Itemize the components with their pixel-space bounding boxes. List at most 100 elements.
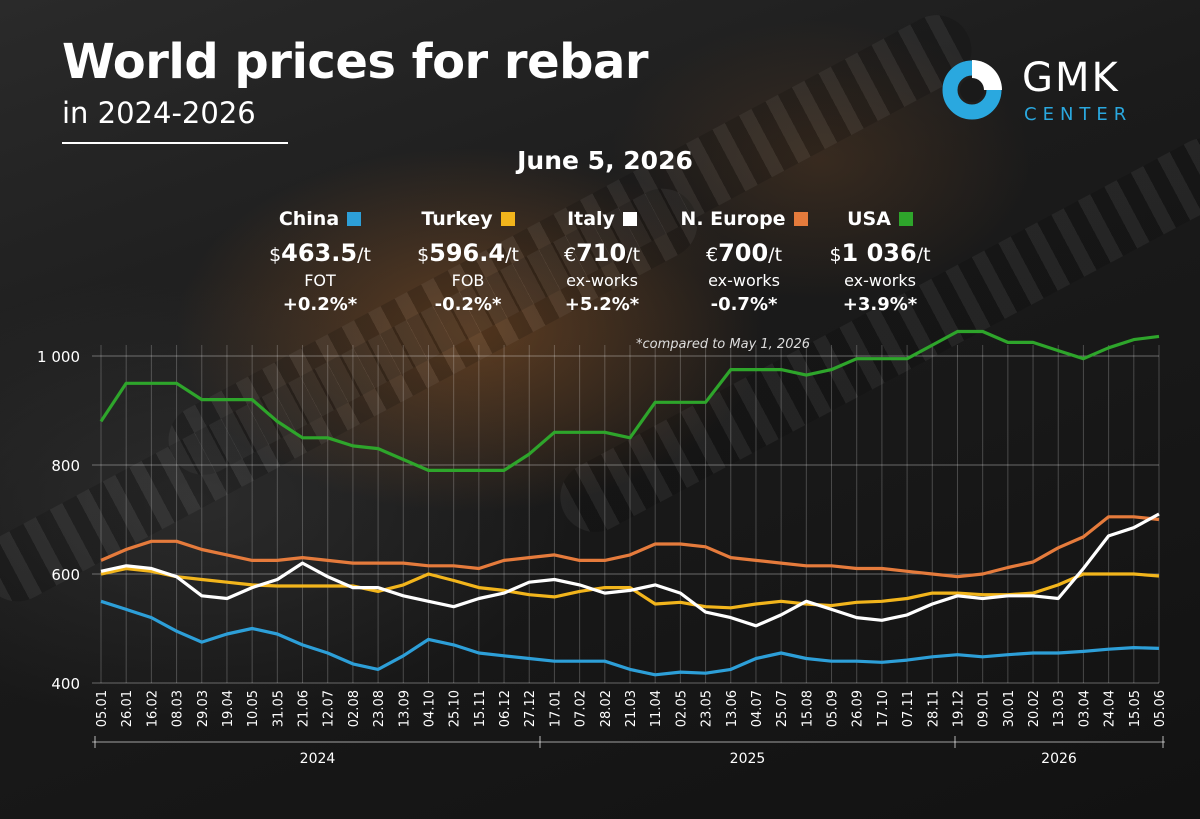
legend-swatch-usa	[898, 212, 913, 226]
report-date: June 5, 2026	[517, 146, 693, 175]
x-tick-label: 30.01	[1002, 690, 1017, 727]
x-tick-label: 15.08	[800, 690, 815, 727]
x-tick-label: 13.06	[725, 690, 740, 727]
x-tick-label: 05.06	[1153, 690, 1168, 727]
y-tick-label: 800	[51, 457, 80, 475]
chart-axes: 400 600 800 1 000 05.01 26.01 16.02 08.03 29.03 1…	[37, 348, 1168, 767]
x-tick-label: 29.03	[196, 690, 211, 727]
series-line-turkey	[100, 566, 1160, 610]
chart-lines	[99, 329, 1160, 677]
stat-italy: Italy €710/t ex-works +5.2%*	[522, 206, 682, 320]
stat-basis: FOT	[304, 271, 336, 290]
x-tick-label: 17.10	[876, 690, 891, 727]
x-tick-label: 21.06	[297, 690, 312, 727]
stat-price: 700	[718, 239, 769, 267]
stat-turkey: Turkey $596.4/t FOB -0.2%*	[388, 206, 548, 320]
stat-unit: /t	[768, 244, 783, 266]
x-tick-label: 20.02	[1027, 690, 1042, 727]
stat-basis: ex-works	[844, 271, 916, 290]
x-tick-label: 25.10	[448, 690, 463, 727]
x-tick-label: 23.08	[372, 690, 387, 727]
stat-market: Turkey	[421, 208, 493, 230]
stat-currency: $	[269, 244, 282, 266]
series-line-china	[100, 599, 1160, 677]
stat-currency: $	[829, 244, 842, 266]
stat-currency: €	[705, 244, 719, 266]
x-tick-label: 26.01	[120, 690, 135, 727]
x-tick-label: 05.09	[826, 690, 841, 727]
footnote: *compared to May 1, 2026	[636, 337, 811, 352]
x-tick-label: 09.01	[977, 690, 992, 727]
page-title: World prices for rebar	[62, 34, 649, 90]
x-tick-label: 19.04	[221, 690, 236, 727]
x-tick-label: 28.02	[599, 690, 614, 727]
series-line-usa	[99, 329, 1160, 472]
stat-unit: /t	[916, 244, 931, 266]
stat-price: 1 036	[841, 239, 917, 267]
stat-n-europe: N. Europe €700/t ex-works -0.7%*	[664, 206, 824, 320]
series-line-n-europe	[100, 515, 1160, 579]
legend-swatch-italy	[622, 212, 637, 226]
stat-change: -0.2%*	[434, 294, 502, 315]
legend-swatch-n-europe	[793, 212, 808, 226]
stat-change: +3.9%*	[842, 294, 918, 315]
x-tick-label: 07.02	[574, 690, 589, 727]
year-label: 2025	[730, 751, 766, 767]
gmk-logo-icon	[942, 60, 1002, 120]
x-tick-label: 19.12	[951, 690, 966, 727]
stat-basis: ex-works	[708, 271, 780, 290]
x-tick-label: 27.12	[523, 690, 538, 727]
x-tick-label: 06.12	[498, 690, 513, 727]
stat-usa: USA $1 036/t ex-works +3.9%*	[800, 206, 960, 320]
x-tick-label: 28.11	[926, 690, 941, 727]
x-tick-label: 16.02	[145, 690, 160, 727]
x-tick-label: 26.09	[851, 690, 866, 727]
logo-name: GMK	[1022, 55, 1120, 101]
stat-price: 710	[576, 239, 627, 267]
x-tick-label: 05.01	[95, 690, 110, 727]
stat-change: -0.7%*	[710, 294, 778, 315]
y-tick-label: 400	[51, 675, 80, 693]
logo-sub: CENTER	[1024, 104, 1133, 125]
year-label: 2024	[300, 751, 336, 767]
y-tick-label: 1 000	[37, 348, 80, 366]
stat-unit: /t	[357, 244, 371, 266]
y-tick-label: 600	[51, 566, 80, 584]
legend-swatch-china	[347, 212, 362, 226]
x-tick-label: 24.04	[1103, 690, 1118, 727]
x-tick-label: 08.03	[171, 690, 186, 727]
x-tick-label: 15.05	[1128, 690, 1143, 727]
x-tick-label: 23.05	[700, 690, 715, 727]
x-tick-label: 07.11	[901, 690, 916, 727]
stat-currency: $	[417, 244, 430, 266]
stat-market: Italy	[567, 208, 615, 230]
x-tick-label: 03.04	[1077, 690, 1092, 727]
x-tick-label: 04.10	[422, 690, 437, 727]
x-tick-label: 04.07	[750, 690, 765, 727]
stat-basis: FOB	[451, 271, 485, 290]
x-tick-label: 11.04	[649, 690, 664, 727]
stat-market: USA	[847, 208, 891, 230]
title-underline	[62, 142, 288, 144]
stat-price: 463.5	[281, 239, 358, 267]
stat-market: China	[278, 208, 340, 230]
stat-price: 596.4	[429, 239, 506, 267]
x-tick-label: 02.08	[347, 690, 362, 727]
year-label: 2026	[1041, 751, 1077, 767]
x-tick-label: 12.07	[322, 690, 337, 727]
x-tick-label: 13.09	[397, 690, 412, 727]
x-tick-label: 31.05	[271, 690, 286, 727]
stat-change: +5.2%*	[564, 294, 640, 315]
stat-currency: €	[563, 244, 577, 266]
series-line-italy	[100, 512, 1160, 628]
stat-unit: /t	[505, 244, 519, 266]
x-tick-label: 25.07	[775, 690, 790, 727]
x-tick-label: 21.03	[624, 690, 639, 727]
x-tick-label: 02.05	[674, 690, 689, 727]
page-subtitle: in 2024-2026	[62, 96, 256, 130]
stat-change: +0.2%*	[282, 294, 358, 315]
x-tick-label: 10.05	[246, 690, 261, 727]
chart-grid	[92, 345, 1160, 684]
